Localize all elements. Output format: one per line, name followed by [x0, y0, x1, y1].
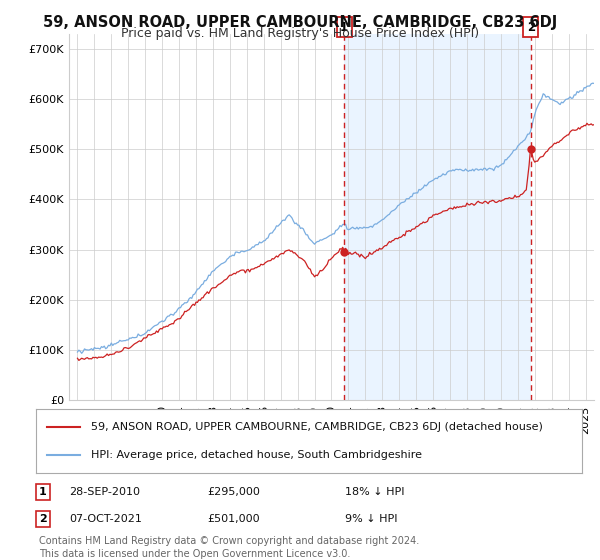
Text: 2: 2 [39, 514, 47, 524]
Bar [344, 34, 531, 400]
Text: 59, ANSON ROAD, UPPER CAMBOURNE, CAMBRIDGE, CB23 6DJ (detached house): 59, ANSON ROAD, UPPER CAMBOURNE, CAMBRID… [91, 422, 542, 432]
Text: 9% ↓ HPI: 9% ↓ HPI [345, 514, 398, 524]
Text: Contains HM Land Registry data © Crown copyright and database right 2024.
This d: Contains HM Land Registry data © Crown c… [39, 536, 419, 559]
Text: 28-SEP-2010: 28-SEP-2010 [69, 487, 140, 497]
Text: 59, ANSON ROAD, UPPER CAMBOURNE, CAMBRIDGE, CB23 6DJ: 59, ANSON ROAD, UPPER CAMBOURNE, CAMBRID… [43, 15, 557, 30]
Text: £295,000: £295,000 [207, 487, 260, 497]
Text: 1: 1 [340, 21, 348, 34]
Text: 2: 2 [527, 21, 535, 34]
Text: 1: 1 [39, 487, 47, 497]
Text: Price paid vs. HM Land Registry's House Price Index (HPI): Price paid vs. HM Land Registry's House … [121, 27, 479, 40]
Text: 18% ↓ HPI: 18% ↓ HPI [345, 487, 404, 497]
Text: 07-OCT-2021: 07-OCT-2021 [69, 514, 142, 524]
Text: £501,000: £501,000 [207, 514, 260, 524]
Text: HPI: Average price, detached house, South Cambridgeshire: HPI: Average price, detached house, Sout… [91, 450, 422, 460]
